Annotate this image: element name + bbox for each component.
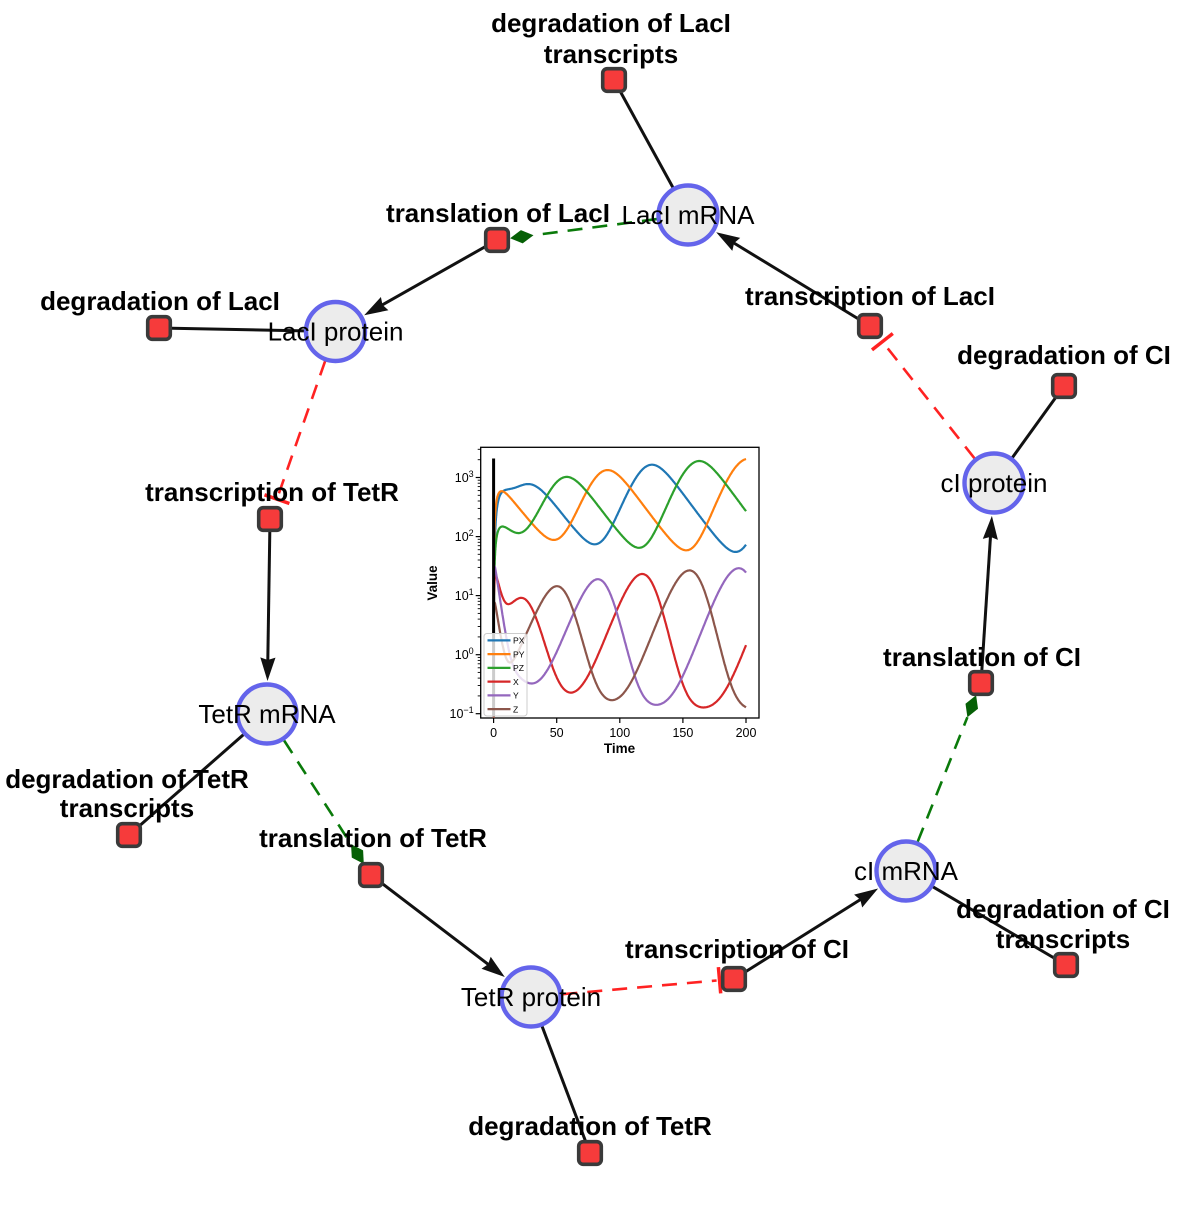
svg-text:Value: Value [425,565,440,601]
svg-text:PY: PY [513,649,525,659]
svg-text:degradation of TetR: degradation of TetR [468,1111,712,1141]
svg-text:transcription of LacI: transcription of LacI [745,281,995,311]
svg-text:translation of LacI: translation of LacI [386,198,610,228]
svg-text:degradation of CI: degradation of CI [957,340,1171,370]
svg-text:cI protein: cI protein [941,468,1048,498]
svg-text:translation of CI: translation of CI [883,642,1081,672]
svg-text:100: 100 [609,726,630,740]
svg-text:PZ: PZ [513,663,524,673]
svg-text:transcription of CI: transcription of CI [625,934,849,964]
svg-text:transcripts: transcripts [60,793,194,823]
svg-text:Time: Time [604,741,636,756]
svg-text:LacI protein: LacI protein [268,317,404,347]
svg-text:TetR mRNA: TetR mRNA [198,699,336,729]
svg-text:transcription of TetR: transcription of TetR [145,477,399,507]
svg-text:degradation of TetR: degradation of TetR [5,764,249,794]
svg-text:TetR protein: TetR protein [461,982,601,1012]
svg-text:PX: PX [513,636,525,646]
svg-text:0: 0 [490,726,497,740]
svg-text:translation of TetR: translation of TetR [259,823,487,853]
svg-text:150: 150 [672,726,693,740]
svg-text:degradation of CI: degradation of CI [956,894,1170,924]
svg-text:cI mRNA: cI mRNA [854,856,959,886]
svg-text:transcripts: transcripts [996,924,1130,954]
svg-text:degradation of LacI: degradation of LacI [40,286,280,316]
svg-text:transcripts: transcripts [544,39,678,69]
svg-text:LacI mRNA: LacI mRNA [622,200,756,230]
svg-text:Z: Z [513,704,518,714]
svg-text:50: 50 [550,726,564,740]
svg-text:200: 200 [736,726,757,740]
svg-text:X: X [513,677,519,687]
svg-text:degradation of LacI: degradation of LacI [491,8,731,38]
svg-text:Y: Y [513,691,519,701]
